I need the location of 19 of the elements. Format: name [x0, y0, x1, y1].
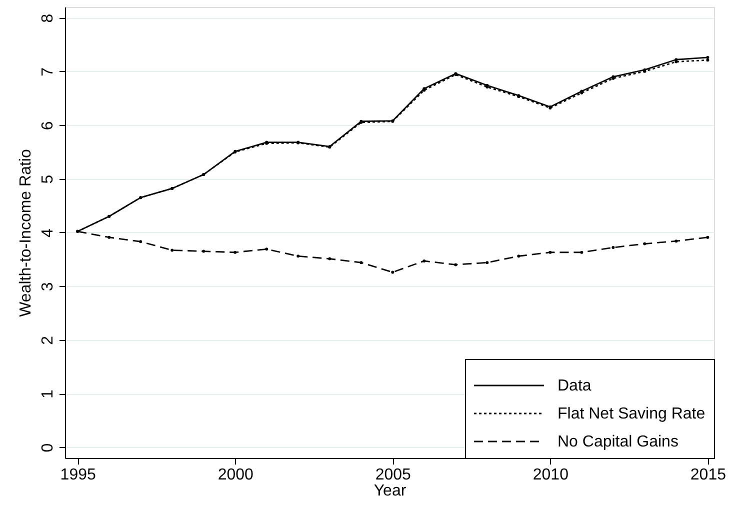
x-tick-label: 2015	[690, 466, 726, 484]
y-tick-label: 0	[40, 443, 56, 452]
y-tick-label: 4	[40, 228, 56, 238]
x-axis-title: Year	[374, 482, 407, 500]
legend-label: No Capital Gains	[558, 434, 678, 450]
y-tick-label: 1	[40, 390, 56, 399]
x-tick-label: 2000	[218, 466, 254, 484]
x-tick-label: 1995	[60, 466, 96, 484]
y-axis-title: Wealth-to-Income Ratio	[18, 149, 34, 317]
x-tick-label: 2010	[532, 466, 569, 484]
x-tick-label: 2005	[375, 466, 412, 484]
y-tick-label: 2	[40, 336, 56, 345]
y-tick-label: 6	[40, 121, 56, 130]
y-tick-label: 8	[40, 14, 56, 23]
legend-label: Data	[558, 378, 592, 394]
y-tick-label: 3	[40, 282, 56, 292]
legend-label: Flat Net Saving Rate	[558, 406, 706, 422]
y-tick-label: 7	[40, 67, 56, 76]
y-tick-label: 5	[40, 174, 56, 184]
